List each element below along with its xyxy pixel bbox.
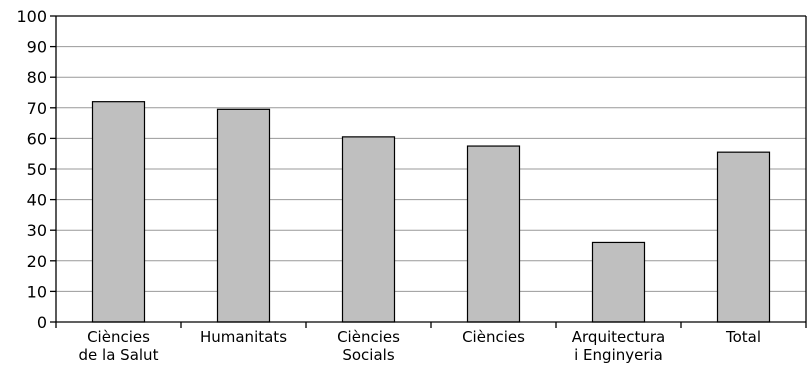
y-tick-label: 90 — [27, 38, 47, 57]
x-tick-label-1: Humanitats — [200, 328, 287, 346]
y-tick-label: 80 — [27, 68, 47, 87]
y-tick-label: 60 — [27, 129, 47, 148]
x-tick-label-line: Humanitats — [200, 328, 287, 346]
y-tick-label: 0 — [37, 313, 47, 332]
x-tick-label-line: Total — [725, 328, 761, 346]
bar-4 — [591, 241, 646, 323]
y-tick-label: 40 — [27, 191, 47, 210]
x-tick-label-line: Ciències — [462, 328, 525, 346]
bars — [91, 101, 771, 323]
x-tick-label-5: Total — [725, 328, 761, 346]
bar-5 — [716, 151, 771, 323]
x-tick-label-4: Arquitectura i Enginyeria — [572, 328, 665, 364]
x-tick-label-line: i Enginyeria — [574, 346, 663, 364]
grid-lines — [56, 15, 806, 292]
y-tick-label: 30 — [27, 221, 47, 240]
y-tick-label: 20 — [27, 252, 47, 271]
y-tick-label: 100 — [16, 7, 47, 26]
x-tick-label-line: Ciències — [87, 328, 150, 346]
axes — [50, 15, 807, 328]
bar-2 — [341, 136, 396, 323]
y-tick-label: 50 — [27, 160, 47, 179]
y-tick-label: 70 — [27, 99, 47, 118]
x-tick-label-line: Arquitectura — [572, 328, 665, 346]
x-tick-label-2: Ciències Socials — [337, 328, 400, 364]
bar-0 — [91, 101, 146, 323]
y-tick-label: 10 — [27, 282, 47, 301]
x-tick-label-line: Socials — [342, 346, 394, 364]
x-tick-label-line: Ciències — [337, 328, 400, 346]
bar-1 — [216, 108, 271, 323]
x-tick-label-line: de la Salut — [79, 346, 159, 364]
x-tick-label-0: Ciències de la Salut — [79, 328, 159, 364]
x-tick-label-3: Ciències — [462, 328, 525, 346]
bar-3 — [466, 145, 521, 323]
